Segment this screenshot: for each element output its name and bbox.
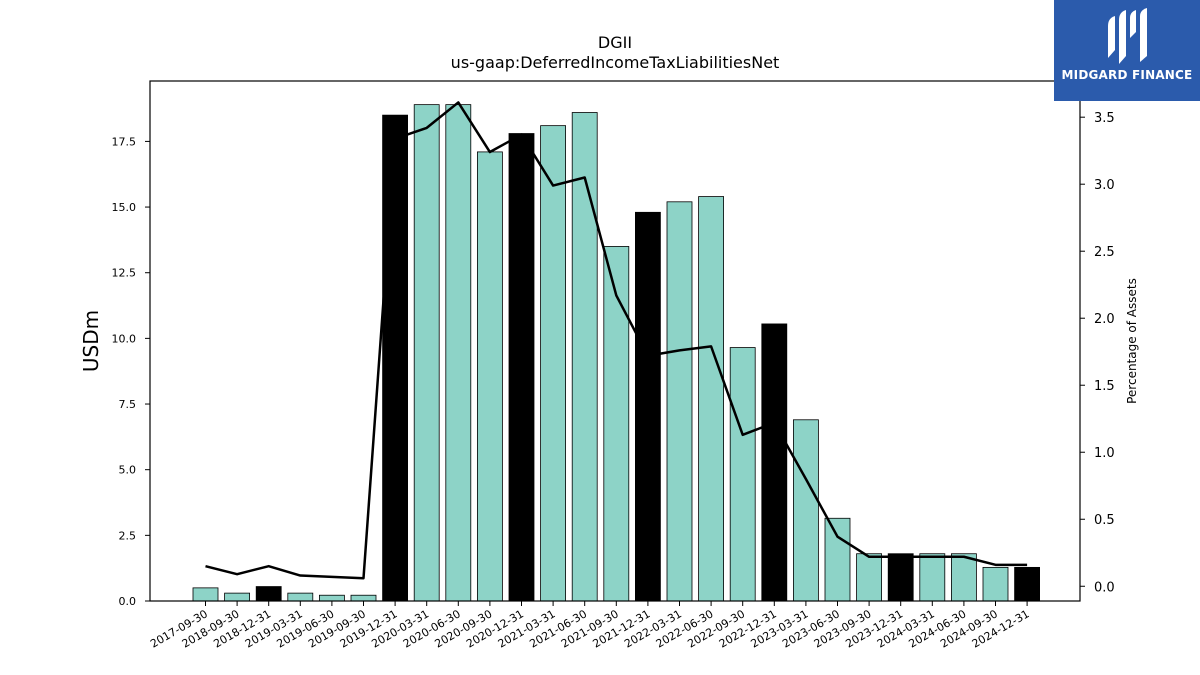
bar xyxy=(508,133,535,602)
y-tick-label: 17.5 xyxy=(112,135,137,148)
bar xyxy=(603,246,630,602)
bar xyxy=(540,125,566,602)
y-tick-label: 2.5 xyxy=(119,529,137,542)
y2-tick-label: 2.5 xyxy=(1094,245,1115,260)
y-tick-label: 7.5 xyxy=(119,398,137,411)
bar xyxy=(761,323,788,602)
y2-tick-label: 0.0 xyxy=(1094,580,1115,595)
y2-tick-label: 1.0 xyxy=(1094,446,1115,461)
chart-subtitle: us-gaap:DeferredIncomeTaxLiabilitiesNet xyxy=(450,53,780,72)
chart-title: DGII xyxy=(597,33,633,52)
y2-tick-label: 1.5 xyxy=(1094,379,1115,394)
bar xyxy=(982,566,1009,602)
y2-tick-label: 2.0 xyxy=(1094,312,1115,327)
bar xyxy=(824,517,851,602)
midgard-finance-logo: MIDGARD FINANCE xyxy=(1054,0,1200,101)
y-tick-label: 10.0 xyxy=(112,332,137,345)
bar xyxy=(666,201,693,602)
bar xyxy=(919,553,946,602)
bar xyxy=(887,553,914,602)
plot-frame xyxy=(149,80,1081,602)
bar xyxy=(729,347,756,602)
bar xyxy=(856,553,882,602)
bar xyxy=(571,112,598,602)
y2-tick-label: 0.5 xyxy=(1094,513,1115,528)
y-tick-label: 12.5 xyxy=(112,267,137,280)
bar xyxy=(476,151,503,602)
bar xyxy=(635,211,661,602)
bar xyxy=(287,592,314,602)
bar xyxy=(192,587,219,602)
y2-axis-label: Percentage of Assets xyxy=(1125,278,1139,404)
logo-text: MIDGARD FINANCE xyxy=(1061,68,1193,82)
bar xyxy=(445,104,472,602)
y2-tick-label: 3.0 xyxy=(1094,178,1115,193)
bar xyxy=(382,114,409,602)
y-tick-label: 15.0 xyxy=(112,201,137,214)
bar xyxy=(413,104,440,602)
bar xyxy=(1014,566,1040,602)
y-axis-label: USDm xyxy=(79,310,103,372)
y-tick-label: 5.0 xyxy=(119,464,137,477)
percentage-line xyxy=(205,101,1028,580)
bar xyxy=(318,594,345,602)
bar xyxy=(255,586,282,602)
y2-tick-label: 3.5 xyxy=(1094,111,1115,126)
bar xyxy=(793,419,819,602)
bar xyxy=(224,592,251,602)
logo-mark-icon xyxy=(1108,8,1147,64)
bar xyxy=(951,553,977,602)
bar xyxy=(350,594,377,602)
bar xyxy=(698,196,724,602)
y-tick-label: 0.0 xyxy=(119,595,137,608)
